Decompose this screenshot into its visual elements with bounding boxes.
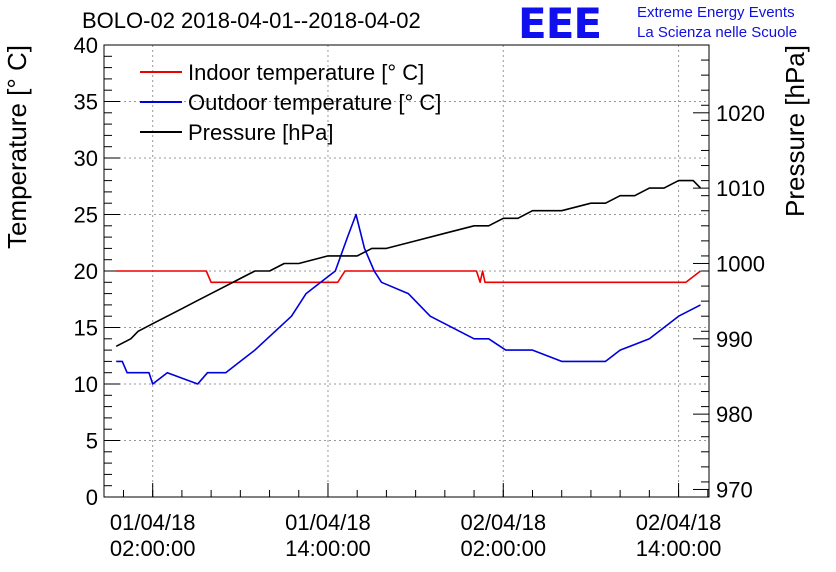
series-line-2 — [115, 179, 702, 348]
x-tick-label-time: 02:00:00 — [460, 536, 546, 561]
logo-subtitle-line2: La Scienza nelle Scuole — [637, 24, 798, 41]
y-axis-label: Temperature [° C] — [2, 45, 32, 249]
eee-logo: EEE — [518, 0, 602, 48]
x-tick-label-date: 01/04/18 — [285, 510, 371, 535]
x-tick-label-time: 02:00:00 — [110, 536, 196, 561]
y-tick-label: 10 — [74, 372, 98, 397]
x-tick-label-date: 01/04/18 — [110, 510, 196, 535]
y2-tick-label: 1010 — [716, 176, 765, 201]
y-tick-label: 30 — [74, 146, 98, 171]
logo-subtitle-line1: Extreme Energy Events — [637, 4, 795, 21]
chart-ticks: 0 5 10 15 20 25 30 35 40 970 980 990 1000 1010 1020 01/… — [74, 33, 765, 561]
y2-tick-label: 1000 — [716, 251, 765, 276]
chart-legend: Indoor temperature [° C] Outdoor temperat… — [140, 60, 441, 145]
y-tick-label: 35 — [74, 90, 98, 115]
y2-axis-label: Pressure [hPa] — [780, 45, 810, 217]
y-tick-label: 15 — [74, 316, 98, 341]
series-line-1 — [116, 213, 701, 385]
legend-label: Pressure [hPa] — [188, 120, 334, 145]
legend-label: Indoor temperature [° C] — [188, 60, 424, 85]
chart-series — [115, 179, 702, 385]
x-tick-label-time: 14:00:00 — [636, 536, 722, 561]
y-tick-label: 5 — [86, 429, 98, 454]
y-tick-label: 20 — [74, 259, 98, 284]
chart-title: BOLO-02 2018-04-01--2018-04-02 — [82, 8, 421, 33]
x-tick-label-date: 02/04/18 — [460, 510, 546, 535]
y2-tick-label: 1020 — [716, 101, 765, 126]
y2-tick-label: 980 — [716, 402, 753, 427]
x-tick-label-date: 02/04/18 — [636, 510, 722, 535]
y-tick-label: 0 — [86, 485, 98, 510]
x-tick-label-time: 14:00:00 — [285, 536, 371, 561]
chart-axis-labels: Temperature [° C] Pressure [hPa] — [2, 45, 810, 249]
y-tick-label: 40 — [74, 33, 98, 58]
y-tick-label: 25 — [74, 203, 98, 228]
y2-tick-label: 970 — [716, 477, 753, 502]
legend-label: Outdoor temperature [° C] — [188, 90, 441, 115]
series-line-0 — [116, 270, 701, 284]
y2-tick-label: 990 — [716, 327, 753, 352]
